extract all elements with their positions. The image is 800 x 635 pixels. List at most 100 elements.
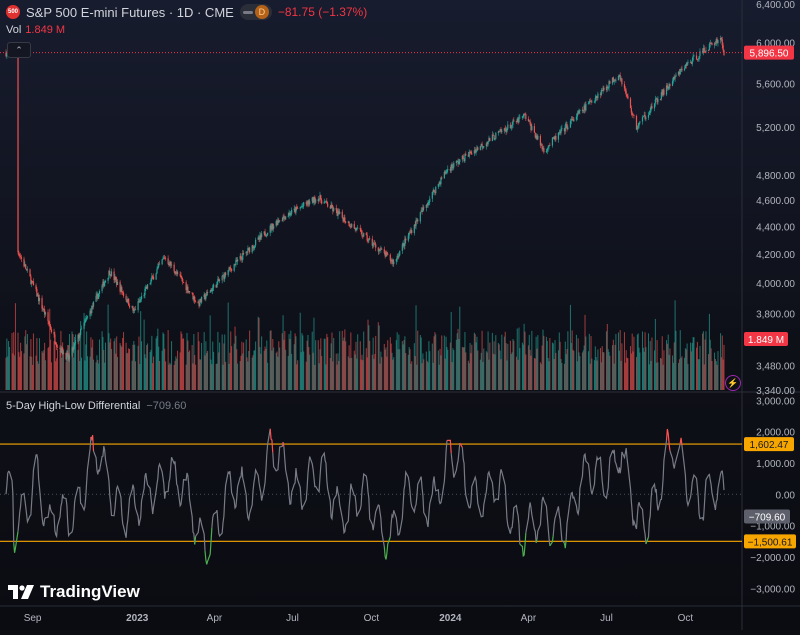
volume-bar: [72, 334, 74, 390]
candle-body: [647, 114, 650, 118]
volume-bar: [524, 331, 526, 390]
candle-body: [697, 58, 699, 60]
candle-body: [323, 201, 325, 204]
volume-bar: [493, 341, 495, 390]
volume-bar: [311, 331, 313, 390]
volume-bar: [395, 340, 397, 390]
volume-bar: [258, 317, 260, 390]
candle-body: [423, 207, 425, 209]
volume-bar: [509, 340, 511, 390]
indicator-title[interactable]: 5-Day High-Low Differential: [6, 400, 141, 412]
candle-body: [158, 263, 161, 265]
candle-body: [631, 112, 633, 115]
volume-bar: [431, 343, 433, 390]
interval-pill[interactable]: D: [239, 4, 272, 20]
candle-body: [686, 62, 688, 66]
volume-bar: [403, 340, 405, 390]
volume-bar: [123, 332, 125, 390]
candle-body: [396, 256, 398, 260]
candle-body: [498, 131, 500, 133]
volume-bar: [650, 360, 652, 390]
volume-bar: [605, 331, 607, 390]
volume-bar: [495, 335, 497, 390]
volume-bar: [390, 343, 392, 390]
candle-body: [504, 128, 506, 130]
volume-bar: [536, 348, 538, 390]
volume-bar: [80, 357, 82, 390]
price-tick-label: 6,000.00: [756, 38, 795, 49]
volume-bar: [66, 349, 68, 390]
volume-bar: [721, 335, 723, 390]
candle-body: [121, 287, 123, 292]
volume-bar: [588, 333, 590, 390]
volume-bar: [554, 340, 556, 390]
candle-body: [427, 202, 429, 206]
candle-body: [134, 309, 137, 311]
candle-body: [191, 292, 193, 294]
volume-bar: [355, 341, 357, 390]
indicator-line-segment: [272, 442, 284, 472]
candle-body: [254, 245, 256, 247]
candle-body: [523, 113, 525, 117]
candle-body: [650, 105, 652, 111]
volume-bar: [366, 357, 368, 390]
volume-bar: [121, 346, 123, 390]
candle-body: [445, 171, 447, 174]
candle-body: [365, 233, 367, 235]
candle-body: [305, 202, 307, 204]
volume-bar: [138, 336, 140, 390]
volume-bar: [621, 343, 623, 390]
candle-body: [618, 75, 620, 76]
candle-body: [188, 291, 191, 293]
volume-bar: [596, 360, 598, 390]
price-tick-label: 5,200.00: [756, 123, 795, 134]
candle-body: [37, 294, 39, 297]
candle-body: [619, 75, 621, 80]
candle-body: [263, 231, 265, 234]
lightning-icon[interactable]: ⚡: [725, 375, 741, 391]
candle-body: [461, 155, 463, 160]
volume-bar: [612, 339, 614, 390]
tradingview-logo[interactable]: TradingView: [8, 582, 140, 602]
volume-bar: [606, 323, 608, 390]
volume-bar: [285, 349, 287, 390]
candle-body: [110, 274, 112, 276]
candle-body: [578, 110, 580, 114]
volume-bar: [44, 360, 46, 390]
volume-bar: [679, 330, 681, 390]
candle-body: [356, 227, 358, 231]
volume-bar: [74, 334, 76, 390]
volume-bar: [111, 348, 113, 390]
candle-body: [157, 266, 159, 270]
candle-body: [627, 96, 629, 99]
volume-bar: [675, 330, 677, 390]
indicator-line-segment: [647, 440, 668, 538]
volume-bar: [474, 334, 476, 390]
volume-bar: [323, 338, 325, 390]
candle-body: [715, 39, 717, 44]
candle-body: [398, 255, 400, 258]
volume-bar: [433, 336, 435, 390]
volume-bar: [409, 349, 411, 390]
volume-bar: [170, 364, 172, 390]
collapse-legend-button[interactable]: ⌃: [7, 42, 31, 58]
volume-bar: [60, 330, 62, 390]
candle-body: [416, 219, 418, 221]
candle-body: [332, 207, 334, 212]
candle-body: [260, 235, 262, 238]
volume-bars: [5, 300, 725, 390]
candle-body: [327, 203, 329, 207]
candle-body: [673, 76, 675, 79]
volume-bar: [300, 352, 302, 390]
volume-bar: [398, 334, 400, 390]
candle-body: [378, 249, 380, 252]
candle-body: [59, 347, 61, 350]
candle-body: [702, 47, 704, 53]
volume-bar: [331, 332, 333, 390]
volume-bar: [456, 333, 458, 390]
candle-body: [530, 124, 532, 131]
symbol-title[interactable]: S&P 500 E-mini Futures · 1D · CME: [26, 4, 234, 20]
symbol-badge[interactable]: 500: [6, 5, 20, 19]
